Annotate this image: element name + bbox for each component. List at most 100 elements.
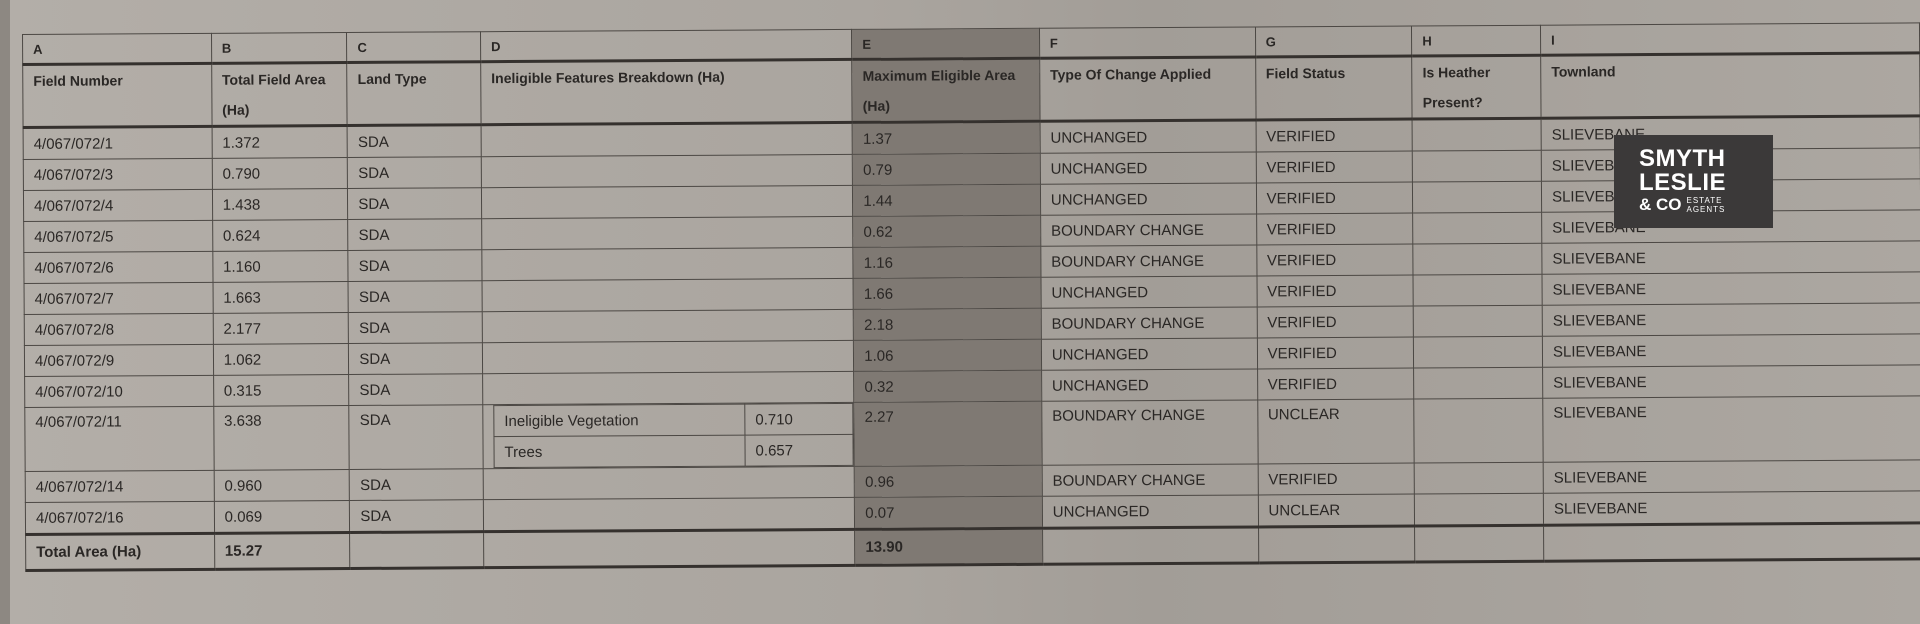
cell-land: SDA <box>348 280 483 313</box>
cell-status: VERIFIED <box>1256 213 1414 245</box>
total-max-eligible-area: 13.90 <box>854 528 1043 566</box>
cell-heather <box>1414 462 1544 495</box>
cell-field: 4/067/072/1 <box>23 126 212 160</box>
cell-land: SDA <box>347 156 482 189</box>
ineligible-features-cell <box>482 340 854 374</box>
column-header: Is Heather Present? <box>1411 55 1542 120</box>
logo-text: LESLIE <box>1639 169 1727 196</box>
cell-heather <box>1412 150 1542 183</box>
cell-max: 2.27 <box>854 401 1042 467</box>
empty-cell <box>483 529 856 568</box>
cell-townland: SLIEVEBANE <box>1543 490 1920 526</box>
cell-heather <box>1412 212 1542 245</box>
cell-max: 0.32 <box>853 370 1042 403</box>
column-header: Ineligible Features Breakdown (Ha) <box>480 59 853 125</box>
cell-land: SDA <box>348 311 483 344</box>
cell-townland: SLIEVEBANE <box>1542 364 1920 399</box>
column-header-row: Field Number Total Field Area (Ha) Land Ty… <box>22 52 1920 128</box>
cell-max: 0.79 <box>852 153 1041 186</box>
cell-townland: SLIEVEBANE <box>1542 302 1920 337</box>
cell-heather <box>1413 367 1543 400</box>
cell-townland: SLIEVEBANE <box>1542 395 1920 463</box>
logo-text: & CO <box>1639 195 1682 214</box>
logo-tagline: AGENTS <box>1686 205 1726 214</box>
cell-field: 4/067/072/4 <box>23 189 213 222</box>
watermark-logo: SMYTH LESLIE & CO ESTATE AGENTS <box>1614 135 1773 228</box>
cell-heather <box>1413 336 1543 369</box>
ineligible-features-cell <box>481 247 854 281</box>
cell-field: 4/067/072/6 <box>23 251 213 284</box>
cell-land: SDA <box>347 187 482 220</box>
column-header: Maximum Eligible Area (Ha) <box>851 58 1040 123</box>
cell-land: SDA <box>347 218 482 251</box>
cell-total: 0.624 <box>212 219 349 252</box>
column-header: Total Field Area (Ha) <box>211 62 348 127</box>
ineligible-feature-name: Ineligible Vegetation <box>493 404 745 437</box>
cell-total: 0.315 <box>213 374 350 407</box>
cell-total: 0.069 <box>214 500 350 534</box>
cell-change: UNCHANGED <box>1040 275 1257 309</box>
cell-status: VERIFIED <box>1256 275 1414 307</box>
cell-land: SDA <box>349 468 484 501</box>
ineligible-features-cell <box>482 309 854 343</box>
cell-status: UNCLEAR <box>1257 399 1415 464</box>
ineligible-features-cell <box>482 371 855 405</box>
cell-status: VERIFIED <box>1256 244 1414 276</box>
cell-max: 1.66 <box>853 277 1042 310</box>
ineligible-features-cell <box>483 497 855 532</box>
ineligible-features-cell <box>483 466 855 500</box>
cell-max: 0.07 <box>854 496 1043 530</box>
cell-change: UNCHANGED <box>1041 368 1258 402</box>
cell-heather <box>1412 118 1542 152</box>
cell-land: SDA <box>348 373 483 406</box>
cell-field: 4/067/072/16 <box>25 501 215 535</box>
column-header: Townland <box>1540 52 1920 119</box>
logo-text: SMYTH <box>1639 145 1726 172</box>
cell-change: BOUNDARY CHANGE <box>1040 213 1257 247</box>
column-letter: I <box>1540 22 1920 56</box>
cell-heather <box>1413 305 1543 338</box>
cell-field: 4/067/072/5 <box>23 220 213 253</box>
cell-total: 1.663 <box>212 281 349 314</box>
cell-land: SDA <box>349 404 484 470</box>
cell-change: UNCHANGED <box>1041 337 1258 371</box>
cell-heather <box>1414 493 1544 527</box>
cell-total: 1.062 <box>213 343 349 376</box>
ineligible-features-cell: Ineligible Vegetation 0.710 Trees 0.657 <box>482 402 855 469</box>
column-letter: B <box>211 32 348 64</box>
column-header: Field Number <box>22 63 212 128</box>
cell-land: SDA <box>347 124 482 158</box>
cell-change: UNCHANGED <box>1039 119 1256 154</box>
total-field-area: 15.27 <box>214 532 351 570</box>
cell-max: 1.16 <box>853 246 1041 279</box>
cell-max: 0.62 <box>852 215 1041 248</box>
cell-status: VERIFIED <box>1257 368 1415 400</box>
cell-field: 4/067/072/10 <box>24 375 214 408</box>
cell-total: 1.160 <box>212 250 349 283</box>
ineligible-features-cell <box>481 122 853 157</box>
ineligible-features-cell <box>481 154 853 188</box>
cell-townland: SLIEVEBANE <box>1542 333 1920 368</box>
table-row: 4/067/072/11 3.638 SDA Ineligible Vegetatio… <box>24 395 1920 472</box>
cell-max: 2.18 <box>853 308 1042 341</box>
empty-cell <box>1258 526 1416 563</box>
column-letter: C <box>346 31 481 63</box>
cell-max: 1.06 <box>853 339 1042 372</box>
cell-status: VERIFIED <box>1255 151 1413 183</box>
cell-field: 4/067/072/14 <box>25 470 215 503</box>
field-data-table: A B C D E F G H I Field Number Total Field Area (H… <box>22 22 1920 572</box>
cell-land: SDA <box>349 499 484 533</box>
cell-max: 0.96 <box>854 465 1043 498</box>
cell-change: UNCHANGED <box>1040 151 1257 185</box>
cell-land: SDA <box>348 342 483 375</box>
empty-cell <box>349 531 484 569</box>
ineligible-features-cell <box>481 216 854 250</box>
cell-max: 1.37 <box>852 121 1041 155</box>
cell-status: VERIFIED <box>1256 306 1414 338</box>
cell-status: VERIFIED <box>1256 337 1414 369</box>
cell-total: 0.790 <box>211 157 348 190</box>
cell-field: 4/067/072/3 <box>23 158 213 191</box>
cell-total: 2.177 <box>212 312 349 345</box>
cell-change: BOUNDARY CHANGE <box>1041 306 1257 340</box>
column-header: Land Type <box>347 61 482 126</box>
